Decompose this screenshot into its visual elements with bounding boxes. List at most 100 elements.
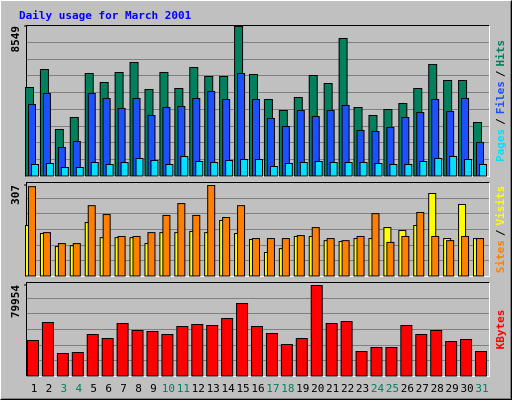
bar: [57, 243, 66, 277]
bar: [90, 161, 99, 177]
bar: [446, 240, 455, 277]
bar: [479, 163, 487, 177]
x-tick-label: 28: [431, 382, 444, 395]
bar: [135, 157, 144, 177]
x-tick-label: 16: [251, 382, 264, 395]
bar: [295, 338, 308, 377]
x-tick-label: 26: [401, 382, 414, 395]
x-tick-label: 29: [446, 382, 459, 395]
bar: [314, 160, 323, 177]
bar: [207, 185, 216, 277]
bar: [105, 163, 114, 177]
bar: [475, 350, 487, 377]
bar: [206, 324, 219, 377]
legend: Pages / Files / Hits: [494, 40, 507, 162]
bar: [42, 232, 51, 277]
bar: [60, 166, 69, 177]
legend-entry: Pages: [494, 129, 507, 162]
bar: [71, 351, 84, 377]
bar: [101, 338, 114, 377]
bar: [132, 235, 141, 277]
bar: [265, 332, 278, 377]
bar: [325, 323, 338, 377]
legend-entry: Visits: [494, 186, 507, 226]
legend-separator: /: [494, 229, 507, 236]
x-tick-label: 6: [105, 382, 112, 395]
bar: [176, 325, 189, 377]
x-tick-label: 30: [460, 382, 473, 395]
bar: [165, 163, 174, 177]
bar: [210, 161, 219, 177]
bar: [386, 241, 395, 277]
bar: [344, 161, 353, 177]
legend-entry: KBytes: [494, 310, 507, 350]
bar: [356, 235, 365, 277]
legend-entry: Sites: [494, 240, 507, 273]
bar: [389, 163, 398, 177]
bar: [222, 217, 231, 277]
bar: [195, 160, 204, 177]
legend-entry: Hits: [494, 40, 507, 67]
bar: [86, 333, 99, 377]
bar: [461, 235, 470, 277]
bar: [191, 324, 204, 377]
bar: [266, 238, 275, 277]
bar: [299, 161, 308, 177]
x-tick-label: 7: [120, 382, 127, 395]
bar: [326, 238, 335, 277]
bar: [75, 166, 84, 177]
legend-separator: /: [494, 70, 507, 77]
bar: [416, 211, 425, 277]
bar: [102, 214, 111, 277]
bar: [41, 322, 54, 377]
bar: [445, 340, 458, 377]
bar: [419, 160, 428, 177]
x-tick-label: 24: [371, 382, 385, 395]
legend-entry: Files: [494, 81, 507, 114]
bar: [476, 238, 484, 277]
bar: [404, 163, 413, 177]
x-tick-label: 17: [266, 382, 279, 395]
x-tick-label: 23: [356, 382, 369, 395]
bar: [374, 162, 383, 177]
x-tick-label: 20: [311, 382, 324, 395]
bar: [161, 333, 174, 377]
chart-title: Daily usage for March 2001: [19, 9, 192, 22]
x-tick-label: 14: [222, 382, 236, 395]
x-tick-label: 13: [207, 382, 220, 395]
plot-bevel-light: [26, 282, 490, 377]
plot-bevel-dark: [26, 282, 490, 377]
bar: [341, 240, 350, 277]
bar: [371, 213, 380, 277]
bar: [401, 235, 410, 277]
legend: KBytes: [494, 310, 507, 350]
x-tick-label: 27: [416, 382, 429, 395]
bar: [310, 285, 323, 377]
bar: [355, 350, 368, 377]
bar: [252, 238, 260, 277]
bar: [27, 340, 39, 377]
bar: [180, 155, 189, 177]
bar: [255, 158, 263, 177]
bar: [131, 330, 144, 377]
bar: [237, 205, 246, 277]
x-tick-label: 25: [386, 382, 399, 395]
bar: [177, 203, 186, 277]
bar: [449, 155, 458, 177]
x-tick-label: 9: [150, 382, 157, 395]
bar: [415, 333, 428, 377]
bar: [460, 338, 473, 377]
bar: [385, 346, 398, 377]
legend-separator: /: [494, 118, 507, 125]
bar: [236, 302, 249, 377]
bar: [72, 243, 81, 277]
bar: [116, 323, 129, 377]
bar: [147, 232, 156, 277]
y-tick-label: 8549: [9, 26, 22, 53]
bar: [221, 317, 234, 377]
bar: [370, 346, 383, 377]
bar: [28, 186, 36, 277]
bar: [87, 205, 96, 277]
bar: [340, 320, 353, 377]
